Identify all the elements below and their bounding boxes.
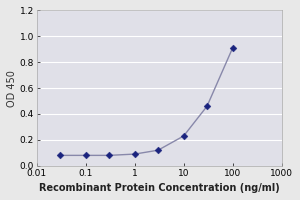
X-axis label: Recombinant Protein Concentration (ng/ml): Recombinant Protein Concentration (ng/ml… (39, 183, 280, 193)
Y-axis label: OD 450: OD 450 (7, 70, 17, 107)
